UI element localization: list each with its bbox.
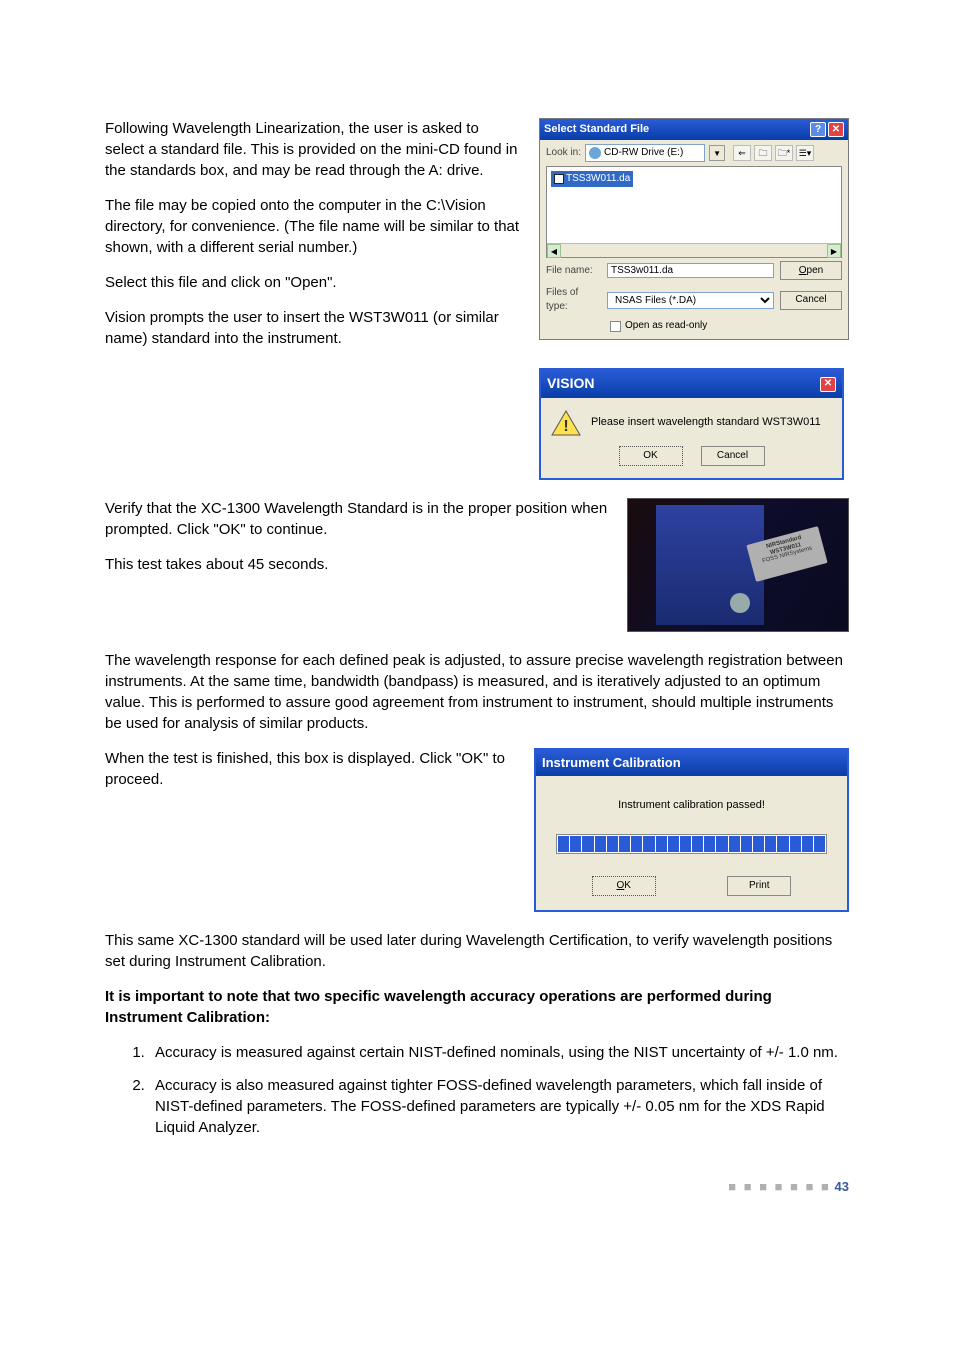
paragraph: When the test is finished, this box is d… [105, 748, 516, 790]
dialog-title: VISION [547, 374, 594, 394]
page-footer: ■ ■ ■ ■ ■ ■ ■ 43 [105, 1178, 849, 1196]
lookin-label: Look in: [546, 146, 581, 160]
paragraph: This same XC-1300 standard will be used … [105, 930, 849, 972]
horizontal-scrollbar[interactable]: ◀ ▶ [547, 243, 841, 257]
progress-bar [556, 834, 827, 854]
list-item: Accuracy is measured against certain NIS… [149, 1042, 849, 1063]
ok-button[interactable]: OK [592, 876, 656, 896]
close-icon[interactable]: ✕ [820, 377, 836, 392]
lookin-combo[interactable]: CD-RW Drive (E:) [585, 144, 705, 162]
message-text: Instrument calibration passed! [618, 799, 765, 811]
view-menu-icon[interactable]: ☰▾ [796, 145, 814, 161]
filename-input[interactable] [607, 263, 774, 278]
up-folder-icon[interactable]: 🗀 [754, 145, 772, 161]
dialog-titlebar: Select Standard File ? ✕ [540, 119, 848, 140]
vision-message-box: VISION ✕ ! Please insert wavelength stan… [539, 368, 844, 480]
paragraph: Vision prompts the user to insert the WS… [105, 307, 521, 349]
dialog-title: Instrument Calibration [542, 755, 681, 770]
message-text: Please insert wavelength standard WST3W0… [591, 415, 821, 430]
dialog-title: Select Standard File [544, 122, 649, 137]
footer-dots: ■ ■ ■ ■ ■ ■ ■ [728, 1179, 831, 1194]
svg-text:!: ! [563, 418, 568, 435]
cancel-button[interactable]: Cancel [701, 446, 765, 466]
file-item[interactable]: TSS3W011.da [551, 171, 633, 187]
warning-icon: ! [551, 410, 581, 436]
ok-button[interactable]: OK [619, 446, 683, 466]
paragraph: The file may be copied onto the computer… [105, 195, 521, 258]
readonly-label: Open as read-only [625, 319, 707, 333]
paragraph: This test takes about 45 seconds. [105, 554, 609, 575]
lookin-dropdown-icon[interactable]: ▼ [709, 145, 725, 161]
paragraph: Verify that the XC-1300 Wavelength Stand… [105, 498, 609, 540]
print-button[interactable]: Print [727, 876, 791, 896]
cancel-button[interactable]: Cancel [780, 291, 842, 310]
help-icon[interactable]: ? [810, 122, 826, 137]
scroll-right-icon[interactable]: ▶ [827, 244, 841, 258]
select-standard-file-dialog: Select Standard File ? ✕ Look in: CD-RW … [539, 118, 849, 340]
file-list[interactable]: TSS3W011.da ◀ ▶ [546, 166, 842, 258]
scroll-left-icon[interactable]: ◀ [547, 244, 561, 258]
page-number: 43 [835, 1179, 849, 1194]
instrument-calibration-dialog: Instrument Calibration Instrument calibr… [534, 748, 849, 912]
dialog-titlebar: Instrument Calibration [536, 750, 847, 776]
filename-label: File name: [546, 264, 601, 278]
filetype-label: Files of type: [546, 286, 601, 314]
new-folder-icon[interactable]: 🗀* [775, 145, 793, 161]
list-item: Accuracy is also measured against tighte… [149, 1075, 849, 1138]
drive-icon [589, 147, 601, 159]
lookin-value: CD-RW Drive (E:) [604, 146, 683, 160]
close-icon[interactable]: ✕ [828, 122, 844, 137]
filetype-select[interactable]: NSAS Files (*.DA) [607, 292, 774, 309]
paragraph: Select this file and click on "Open". [105, 272, 521, 293]
readonly-checkbox[interactable] [610, 321, 621, 332]
file-icon [554, 174, 564, 184]
paragraph: Following Wavelength Linearization, the … [105, 118, 521, 181]
file-item-label: TSS3W011.da [566, 172, 630, 186]
back-icon[interactable]: ⇐ [733, 145, 751, 161]
paragraph-bold: It is important to note that two specifi… [105, 986, 849, 1028]
paragraph: The wavelength response for each defined… [105, 650, 849, 734]
instrument-photo: NIRStandard WST3W011 FOSS NIRSystems [627, 498, 849, 632]
dialog-titlebar: VISION ✕ [541, 370, 842, 398]
open-button[interactable]: Open [780, 261, 842, 280]
